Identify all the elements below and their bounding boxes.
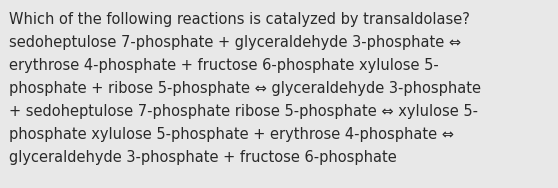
Text: phosphate + ribose 5-phosphate ⇔ glyceraldehyde 3-phosphate: phosphate + ribose 5-phosphate ⇔ glycera… [9, 81, 481, 96]
Text: Which of the following reactions is catalyzed by transaldolase?: Which of the following reactions is cata… [9, 12, 470, 27]
Text: glyceraldehyde 3-phosphate + fructose 6-phosphate: glyceraldehyde 3-phosphate + fructose 6-… [9, 150, 397, 165]
Text: phosphate xylulose 5-phosphate + erythrose 4-phosphate ⇔: phosphate xylulose 5-phosphate + erythro… [9, 127, 454, 142]
Text: sedoheptulose 7-phosphate + glyceraldehyde 3-phosphate ⇔: sedoheptulose 7-phosphate + glyceraldehy… [9, 35, 461, 50]
Text: + sedoheptulose 7-phosphate ribose 5-phosphate ⇔ xylulose 5-: + sedoheptulose 7-phosphate ribose 5-pho… [9, 104, 478, 119]
Text: erythrose 4-phosphate + fructose 6-phosphate xylulose 5-: erythrose 4-phosphate + fructose 6-phosp… [9, 58, 439, 73]
